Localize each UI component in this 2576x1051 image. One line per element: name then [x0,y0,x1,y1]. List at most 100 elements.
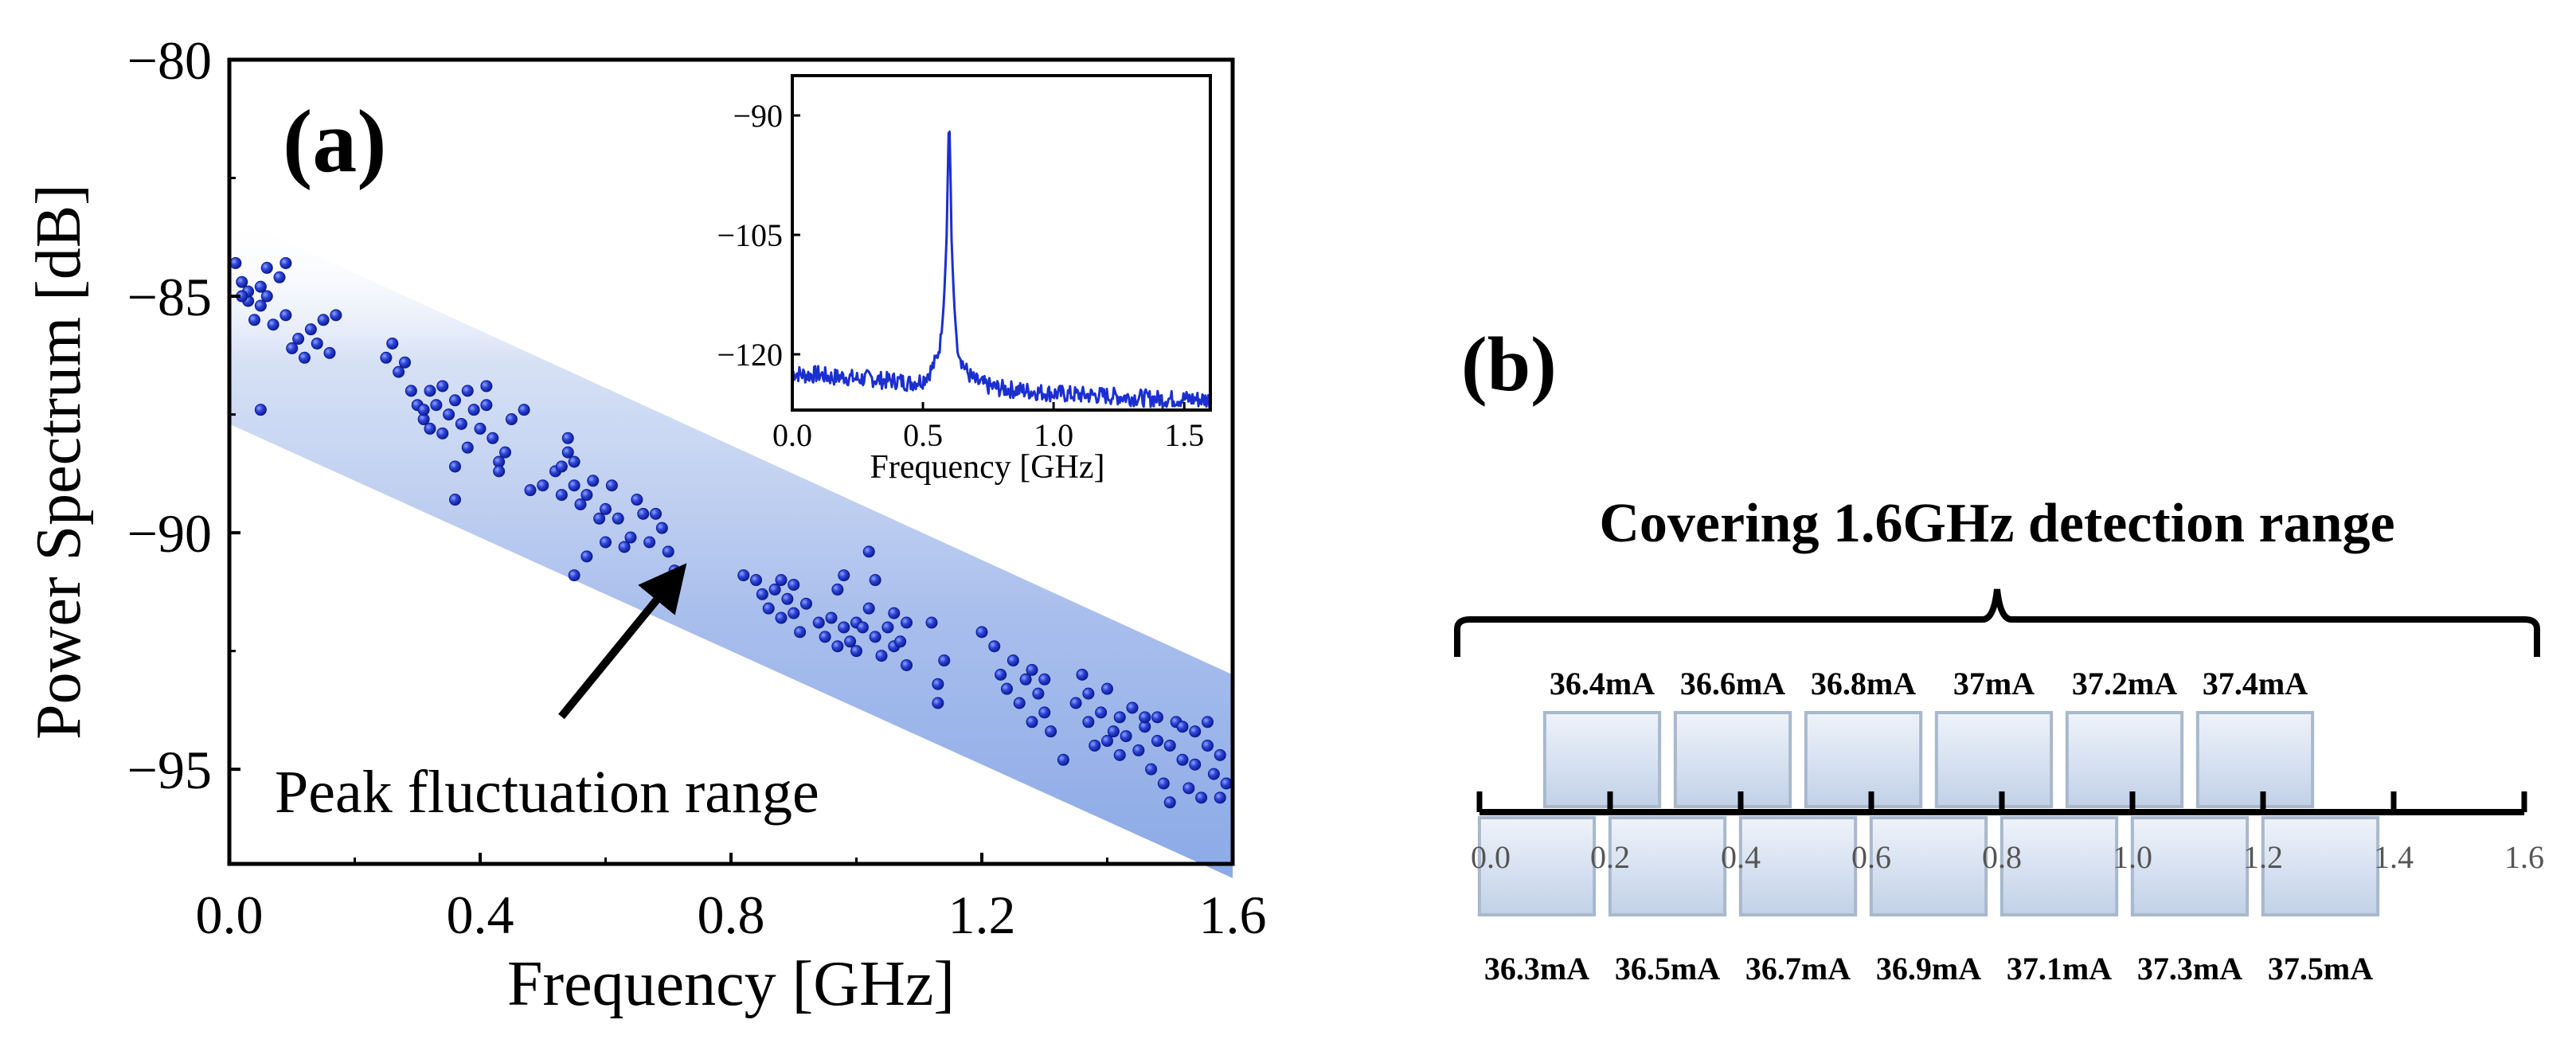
lower-box-2 [1738,816,1858,916]
data-point-157 [1189,758,1202,771]
y-axis-label: Power Spectrum [dB] [24,184,94,740]
data-point-110 [901,658,913,671]
data-point-12 [286,342,299,354]
frequency-axis-ticks: 0.0 0.2 0.4 0.6 0.8 1.0 1.2 1.4 1.6 [1471,791,2544,875]
data-point-118 [938,654,951,667]
data-point-154 [1176,753,1189,766]
data-point-120 [988,640,1001,653]
panel-label-b: (b) [1461,322,1557,408]
data-point-95 [825,611,838,624]
lower-box-label: 37.5mA [2268,951,2373,987]
data-point-101 [850,645,862,658]
data-point-124 [1013,697,1026,709]
data-point-23 [380,351,393,364]
x-axis-ticks: 0.0 0.4 0.8 1.2 1.6 [196,853,1267,945]
data-point-116 [932,678,944,690]
y-tick-label: −85 [127,267,212,327]
data-point-164 [1176,721,1189,733]
data-point-96 [831,640,844,653]
data-point-135 [1082,716,1095,729]
data-point-122 [1001,682,1013,695]
data-point-88 [781,592,794,605]
data-point-70 [637,507,650,520]
lower-current-boxes: 36.3mA 36.5mA 36.7mA 36.9mA 37.1mA 37.3mA 37.5… [1477,816,2380,987]
data-point-129 [1038,706,1051,719]
data-point-34 [443,408,455,421]
annotation-text: Peak fluctuation range [275,759,819,826]
axis-tick-label: 1.4 [2374,839,2414,875]
data-point-22 [260,261,273,274]
data-point-71 [643,536,656,549]
data-point-76 [568,569,580,582]
data-point-37 [461,441,474,454]
data-point-152 [1163,796,1176,809]
data-point-155 [1182,782,1195,795]
data-point-145 [1132,744,1145,756]
data-point-133 [1069,697,1082,709]
inset-y-tick-label: −105 [717,217,783,253]
data-point-123 [1007,654,1019,667]
data-point-79 [561,432,574,444]
lower-box-label: 36.5mA [1615,951,1720,987]
data-point-48 [493,465,506,478]
data-point-151 [1163,739,1176,752]
data-point-108 [888,607,901,619]
data-point-104 [869,631,881,643]
data-point-134 [1076,668,1089,681]
upper-box-3 [1934,711,2054,808]
data-point-86 [775,611,788,624]
data-point-72 [650,507,662,520]
data-point-52 [436,380,449,393]
lower-box-1 [1608,816,1727,916]
lower-box-4 [1999,816,2119,916]
inset-y-tick-label: −90 [733,98,783,134]
data-point-60 [574,498,587,510]
axis-tick-label: 0.2 [1590,839,1630,875]
x-tick-label: 0.4 [447,885,514,945]
data-point-10 [279,309,292,322]
inset-x-tick-label: 0.0 [772,417,812,453]
lower-box-label: 37.1mA [2007,951,2112,987]
data-point-15 [304,323,317,336]
data-point-156 [1189,725,1202,738]
data-point-57 [561,446,574,459]
data-point-74 [662,545,674,558]
fluctuation-band [229,216,1233,878]
data-point-92 [800,597,812,610]
panel-a: 0.0 0.4 0.8 1.2 1.6 −80 −85 −90 −95 (a) Frequen… [24,30,1267,1019]
data-point-63 [593,512,606,525]
data-point-8 [267,318,279,331]
data-point-26 [399,356,411,369]
inset-spectrum-line [791,131,1212,409]
data-point-20 [254,404,267,416]
data-point-1 [236,275,248,288]
data-point-117 [932,697,944,709]
data-point-7 [260,290,273,303]
data-point-97 [831,583,844,596]
data-point-32 [430,399,443,412]
upper-current-boxes: 36.4mA 36.6mA 36.8mA 37mA 37.2mA 37.4mA [1542,666,2315,808]
data-point-51 [417,404,430,416]
data-point-87 [775,574,788,587]
data-point-44 [499,446,511,459]
data-point-80 [555,460,568,473]
data-point-18 [323,346,336,359]
data-point-45 [505,413,518,426]
data-point-13 [292,333,305,346]
data-point-19 [330,309,342,322]
data-point-98 [838,621,850,634]
lower-box-6 [2261,816,2380,916]
y-tick-label: −80 [127,30,212,91]
inset-y-ticks: −90 −105 −120 [717,98,800,373]
data-point-99 [844,635,857,648]
data-point-125 [1019,673,1032,686]
data-point-42 [487,432,499,444]
data-point-59 [568,455,580,468]
axis-tick-label: 0.0 [1471,839,1511,875]
upper-box-label: 37.4mA [2203,666,2308,701]
data-point-136 [1082,687,1095,700]
x-tick-label: 0.0 [196,885,264,945]
data-point-24 [386,337,399,350]
data-point-161 [1214,748,1226,761]
